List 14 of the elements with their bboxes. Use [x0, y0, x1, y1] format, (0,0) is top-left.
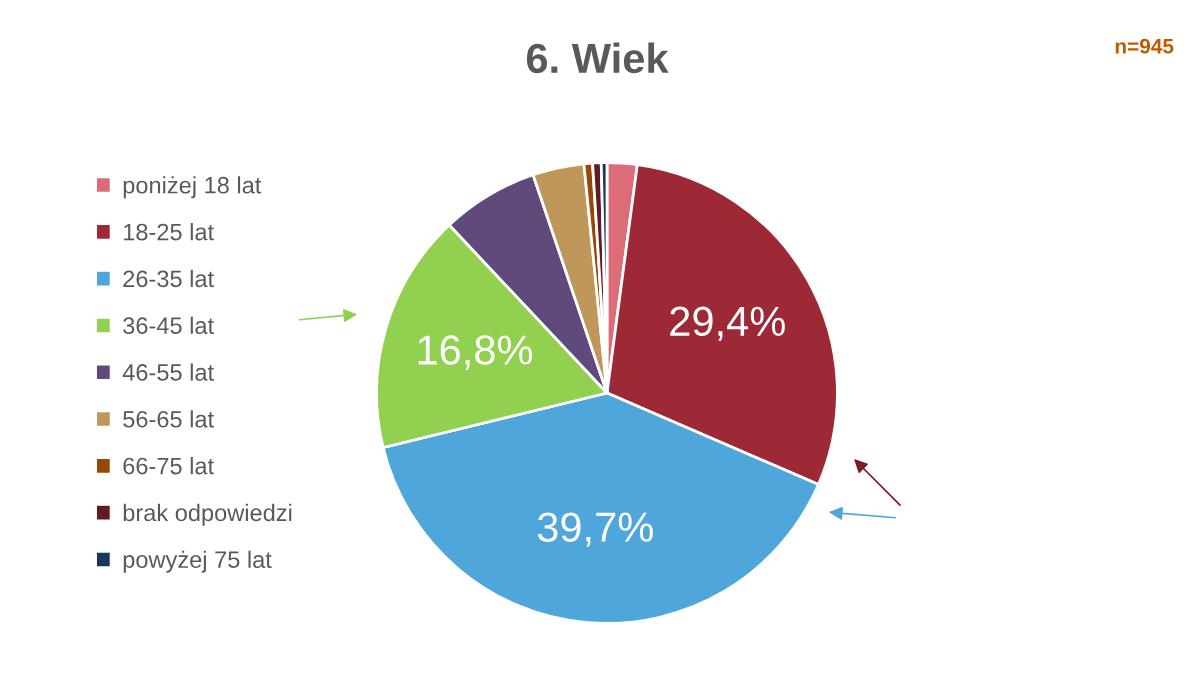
data-label: 16,8% — [418, 335, 533, 370]
legend-label: brak odpowiedzi — [123, 503, 292, 526]
data-label: 39,7% — [537, 512, 653, 547]
legend-label: 36-45 lat — [123, 316, 214, 334]
legend-label: powyżej 75 lat — [123, 550, 272, 573]
text: n=945 — [1115, 38, 1174, 54]
legend-label: 46-55 lat — [122, 363, 214, 381]
data-label: 29,4% — [670, 306, 785, 341]
legend-label: 18-25 lat — [124, 223, 214, 241]
legend-label: 66-75 lat — [123, 457, 214, 475]
legend-label: 26-35 lat — [123, 269, 214, 288]
chart-title: 6. Wiek — [526, 42, 669, 74]
legend-label: poniżej 18 lat — [123, 176, 262, 199]
legend-label: 56-65 lat — [123, 410, 214, 428]
